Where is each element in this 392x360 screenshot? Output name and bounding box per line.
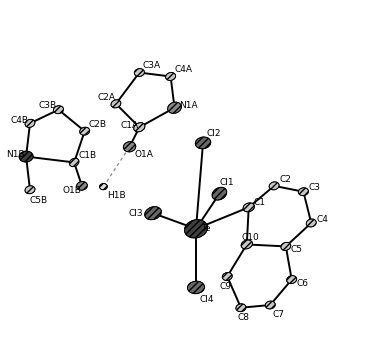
Ellipse shape <box>123 142 136 152</box>
Text: C2: C2 <box>279 175 291 184</box>
Ellipse shape <box>69 158 79 167</box>
Ellipse shape <box>298 188 309 196</box>
Text: C3: C3 <box>309 183 321 192</box>
Text: C7: C7 <box>272 310 284 319</box>
Ellipse shape <box>212 187 227 200</box>
Ellipse shape <box>187 281 205 294</box>
Ellipse shape <box>241 240 252 249</box>
Ellipse shape <box>222 273 232 280</box>
Text: C4A: C4A <box>174 65 192 74</box>
Ellipse shape <box>306 219 316 227</box>
Text: C5B: C5B <box>30 196 48 205</box>
Ellipse shape <box>53 106 64 114</box>
Text: C3A: C3A <box>142 61 161 70</box>
Text: C2A: C2A <box>97 94 115 103</box>
Ellipse shape <box>236 304 246 312</box>
Ellipse shape <box>19 151 33 162</box>
Text: C1: C1 <box>254 198 266 207</box>
Text: Cl2: Cl2 <box>206 129 221 138</box>
Ellipse shape <box>76 181 87 190</box>
Ellipse shape <box>265 301 275 309</box>
Ellipse shape <box>145 207 162 220</box>
Text: C4B: C4B <box>11 116 29 125</box>
Text: C3B: C3B <box>39 100 57 109</box>
Text: Cl1: Cl1 <box>220 178 234 187</box>
Ellipse shape <box>100 184 107 190</box>
Text: C1A: C1A <box>121 121 139 130</box>
Text: C6: C6 <box>297 279 309 288</box>
Text: O1A: O1A <box>135 150 154 159</box>
Ellipse shape <box>281 242 291 251</box>
Ellipse shape <box>25 186 35 194</box>
Ellipse shape <box>80 127 90 135</box>
Text: C2B: C2B <box>89 120 107 129</box>
Ellipse shape <box>111 100 121 108</box>
Ellipse shape <box>165 72 176 81</box>
Text: C1B: C1B <box>78 151 96 160</box>
Ellipse shape <box>134 123 145 132</box>
Ellipse shape <box>185 220 207 238</box>
Ellipse shape <box>269 182 279 190</box>
Text: N1B: N1B <box>7 150 25 159</box>
Text: Cl3: Cl3 <box>129 209 143 218</box>
Ellipse shape <box>134 69 144 77</box>
Ellipse shape <box>168 102 181 113</box>
Text: H1B: H1B <box>107 191 126 200</box>
Text: C8: C8 <box>237 313 249 322</box>
Text: Cl4: Cl4 <box>199 294 214 303</box>
Ellipse shape <box>25 119 35 127</box>
Text: Te: Te <box>201 224 211 233</box>
Ellipse shape <box>195 137 211 149</box>
Text: C5: C5 <box>291 245 303 254</box>
Text: N1A: N1A <box>180 101 198 110</box>
Ellipse shape <box>287 276 297 284</box>
Ellipse shape <box>243 203 254 212</box>
Text: C4: C4 <box>316 215 328 224</box>
Text: O1B: O1B <box>62 186 81 195</box>
Text: C9: C9 <box>220 282 231 291</box>
Text: C10: C10 <box>242 233 260 242</box>
